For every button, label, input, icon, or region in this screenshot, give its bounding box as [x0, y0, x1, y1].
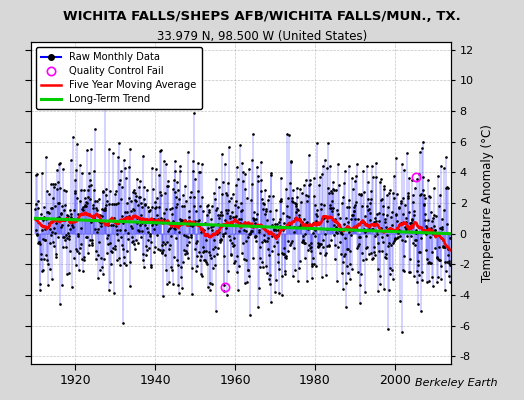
Text: Berkeley Earth: Berkeley Earth [416, 378, 498, 388]
Text: WICHITA FALLS/SHEPS AFB/WICHITA FALLS/MUN., TX.: WICHITA FALLS/SHEPS AFB/WICHITA FALLS/MU… [63, 10, 461, 23]
Y-axis label: Temperature Anomaly (°C): Temperature Anomaly (°C) [481, 124, 494, 282]
Legend: Raw Monthly Data, Quality Control Fail, Five Year Moving Average, Long-Term Tren: Raw Monthly Data, Quality Control Fail, … [37, 47, 202, 109]
Text: 33.979 N, 98.500 W (United States): 33.979 N, 98.500 W (United States) [157, 30, 367, 43]
